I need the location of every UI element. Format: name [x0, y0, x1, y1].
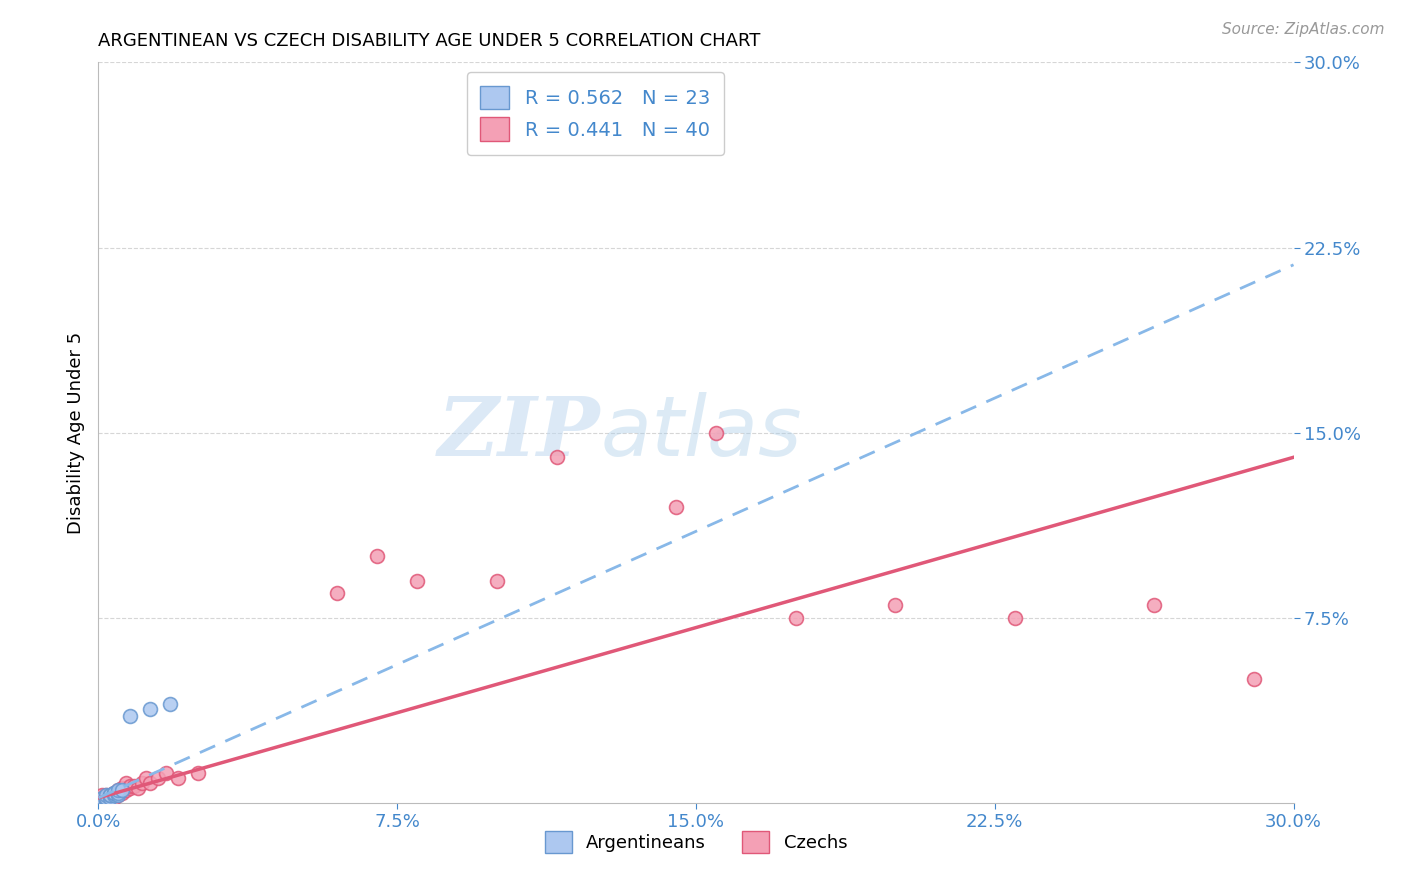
Point [96, 789, 118, 803]
Point [96, 789, 118, 803]
Point [884, 599, 907, 613]
Point [107, 789, 129, 803]
Point [155, 766, 177, 780]
Point [91, 793, 114, 807]
Point [187, 766, 209, 780]
Point [96, 790, 118, 805]
Point [96, 793, 118, 807]
Point [665, 500, 688, 514]
Point [91, 790, 114, 805]
Point [98, 789, 122, 803]
Point [103, 786, 125, 800]
Point [139, 702, 162, 716]
Point [103, 790, 125, 805]
Point [98, 790, 122, 805]
Point [103, 786, 125, 800]
Point [120, 709, 142, 723]
Text: ARGENTINEAN VS CZECH DISABILITY AGE UNDER 5 CORRELATION CHART: ARGENTINEAN VS CZECH DISABILITY AGE UNDE… [98, 32, 761, 50]
Point [406, 574, 429, 588]
Point [120, 779, 142, 793]
Point [546, 450, 568, 465]
Point [98, 789, 122, 803]
Point [103, 789, 125, 803]
Point [485, 574, 508, 588]
Point [115, 776, 138, 790]
Point [107, 789, 129, 803]
Point [98, 790, 122, 805]
Point [107, 786, 129, 800]
Point [91, 789, 114, 803]
Point [785, 610, 807, 624]
Legend: Argentineans, Czechs: Argentineans, Czechs [537, 824, 855, 861]
Point [148, 771, 170, 785]
Text: Source: ZipAtlas.com: Source: ZipAtlas.com [1222, 22, 1385, 37]
Point [115, 783, 138, 797]
Text: ZIP: ZIP [437, 392, 600, 473]
Point [111, 786, 134, 800]
Point [120, 780, 142, 795]
Point [1004, 610, 1026, 624]
Point [135, 771, 157, 785]
Point [139, 776, 162, 790]
Point [96, 790, 118, 805]
Point [704, 425, 727, 440]
Point [103, 786, 125, 800]
Point [91, 793, 114, 807]
Point [91, 793, 114, 807]
Point [107, 783, 129, 797]
Point [124, 779, 146, 793]
Point [91, 793, 114, 807]
Point [107, 786, 129, 800]
Point [111, 780, 134, 795]
Point [96, 793, 118, 807]
Point [91, 790, 114, 805]
Point [131, 776, 153, 790]
Point [98, 789, 122, 803]
Point [1143, 599, 1166, 613]
Point [326, 586, 349, 600]
Point [107, 783, 129, 797]
Point [91, 793, 114, 807]
Y-axis label: Disability Age Under 5: Disability Age Under 5 [66, 332, 84, 533]
Text: atlas: atlas [600, 392, 801, 473]
Point [127, 780, 149, 795]
Point [366, 549, 388, 563]
Point [167, 771, 190, 785]
Point [96, 793, 118, 807]
Point [96, 790, 118, 805]
Point [111, 783, 134, 797]
Point [159, 697, 181, 711]
Point [1243, 673, 1265, 687]
